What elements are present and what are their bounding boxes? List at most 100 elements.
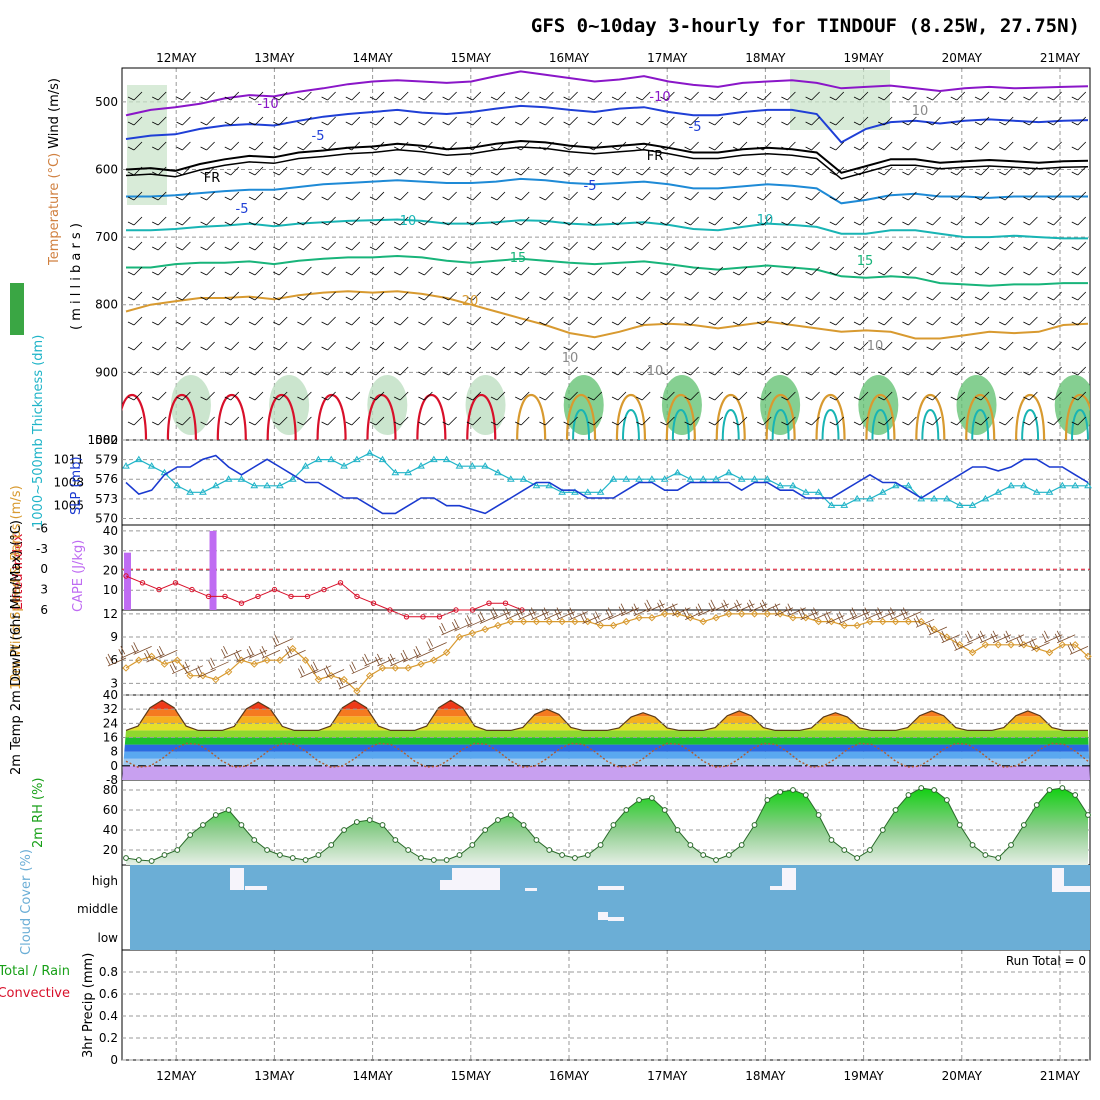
wind-barb bbox=[466, 366, 482, 376]
wind-barb bbox=[369, 316, 385, 326]
wind-speed-line bbox=[125, 613, 1089, 692]
wind-barb bbox=[757, 241, 772, 251]
wind-barb bbox=[660, 291, 675, 301]
wind-barb bbox=[660, 91, 675, 101]
wind-barb bbox=[563, 266, 578, 276]
thickness-point bbox=[263, 481, 271, 489]
wind-barb-10m bbox=[439, 622, 460, 636]
wind-barb-10m bbox=[682, 607, 704, 620]
rh-point bbox=[533, 837, 540, 843]
thickness-point bbox=[455, 462, 464, 469]
wind-barb bbox=[781, 266, 796, 276]
wind-barb bbox=[442, 191, 457, 201]
thickness-point bbox=[506, 475, 515, 482]
wind-barb bbox=[345, 416, 361, 426]
date-label-bottom: 19MAY bbox=[843, 1069, 884, 1083]
wind-barb bbox=[515, 166, 530, 176]
wind-barb bbox=[781, 216, 796, 226]
wind-barb bbox=[660, 216, 675, 226]
thickness-point bbox=[301, 462, 310, 469]
wind-barb bbox=[853, 91, 869, 101]
wind-barb bbox=[1023, 291, 1038, 301]
wind-barb-10m bbox=[490, 607, 511, 620]
thickness-point bbox=[378, 455, 387, 463]
isotherm-line bbox=[126, 177, 1088, 205]
wind-barb bbox=[248, 291, 264, 301]
wind-barb bbox=[902, 241, 917, 251]
date-label-bottom: 18MAY bbox=[745, 1069, 786, 1083]
wind-barb-10m bbox=[156, 646, 178, 659]
rh-point bbox=[905, 792, 912, 798]
wind-barb-10m bbox=[349, 661, 370, 675]
wind-barb-10m bbox=[657, 599, 678, 613]
wind-barb bbox=[418, 116, 433, 126]
date-label-bottom: 17MAY bbox=[647, 1069, 688, 1083]
wind-barb-10m bbox=[413, 646, 435, 659]
contour-label: FR bbox=[647, 149, 664, 164]
lifted-index-point bbox=[420, 614, 426, 620]
wind-barb bbox=[539, 341, 554, 351]
wind-barb bbox=[369, 366, 385, 376]
wind-barb bbox=[442, 141, 457, 151]
temperature-loop bbox=[821, 409, 840, 440]
wind-barb bbox=[442, 316, 457, 326]
wind-barb bbox=[1023, 216, 1038, 226]
rh-point bbox=[302, 857, 309, 863]
temp-ylabel: 2m Temp 2m DewPt (6hr Min/Max) (°C) bbox=[9, 520, 24, 775]
wind-barb bbox=[273, 391, 288, 401]
wind-barb bbox=[1047, 266, 1062, 276]
wind-barb bbox=[152, 291, 167, 301]
rh-area bbox=[126, 788, 1088, 865]
slp-tick-label: 1011 bbox=[53, 452, 84, 466]
wind-barb bbox=[902, 191, 917, 201]
cloud-tick-label: middle bbox=[77, 902, 118, 916]
precip-tick-label: 0.6 bbox=[99, 987, 118, 1001]
wind-barb-10m bbox=[182, 661, 204, 675]
rh-point bbox=[918, 785, 925, 791]
wind-barb bbox=[684, 366, 699, 376]
wind-barb bbox=[394, 91, 409, 101]
wind-barb bbox=[224, 341, 240, 351]
precip-tick-label: 0.8 bbox=[99, 965, 118, 979]
wind-barb bbox=[853, 266, 869, 276]
wind-barb bbox=[974, 341, 990, 351]
rh-point bbox=[572, 855, 578, 861]
thickness-point bbox=[968, 501, 977, 508]
rh-point bbox=[879, 827, 886, 833]
thickness-point bbox=[494, 468, 502, 476]
wind-barb bbox=[200, 366, 215, 376]
wind-barb bbox=[200, 241, 215, 251]
wind-barb-10m bbox=[169, 661, 191, 675]
wind-barb bbox=[394, 166, 409, 176]
wind-barb bbox=[974, 266, 990, 276]
rh-point bbox=[700, 852, 707, 858]
temperature-loop bbox=[466, 394, 497, 440]
lifted-index-point bbox=[304, 593, 311, 600]
wind-barb bbox=[466, 191, 482, 201]
wind-barb bbox=[224, 416, 240, 426]
wind-barb bbox=[466, 266, 482, 276]
wind-barb bbox=[974, 391, 990, 401]
wind-barb-10m bbox=[746, 599, 768, 613]
rh-point bbox=[751, 822, 758, 828]
date-label-top: 15MAY bbox=[451, 51, 492, 65]
rh-point bbox=[520, 822, 527, 828]
thickness-point bbox=[776, 481, 785, 489]
wind-barb bbox=[273, 191, 288, 201]
thickness-point bbox=[981, 494, 990, 502]
li-tick-label: 3 bbox=[40, 583, 48, 597]
wind-barb bbox=[321, 291, 336, 301]
wind-barb bbox=[878, 191, 893, 201]
wind-barb bbox=[152, 91, 167, 101]
temperature-loop bbox=[715, 394, 746, 440]
wind-barb bbox=[200, 291, 215, 301]
wind-barb bbox=[611, 216, 627, 226]
wind-barb bbox=[563, 391, 578, 401]
wind-barb bbox=[515, 216, 530, 226]
wind-speed-point bbox=[571, 617, 579, 626]
wind-barb bbox=[563, 241, 578, 251]
temp-tick-label: 40 bbox=[103, 688, 118, 702]
wind-barb bbox=[152, 316, 167, 326]
thickness-point bbox=[276, 481, 284, 489]
wind-barb bbox=[926, 316, 941, 326]
